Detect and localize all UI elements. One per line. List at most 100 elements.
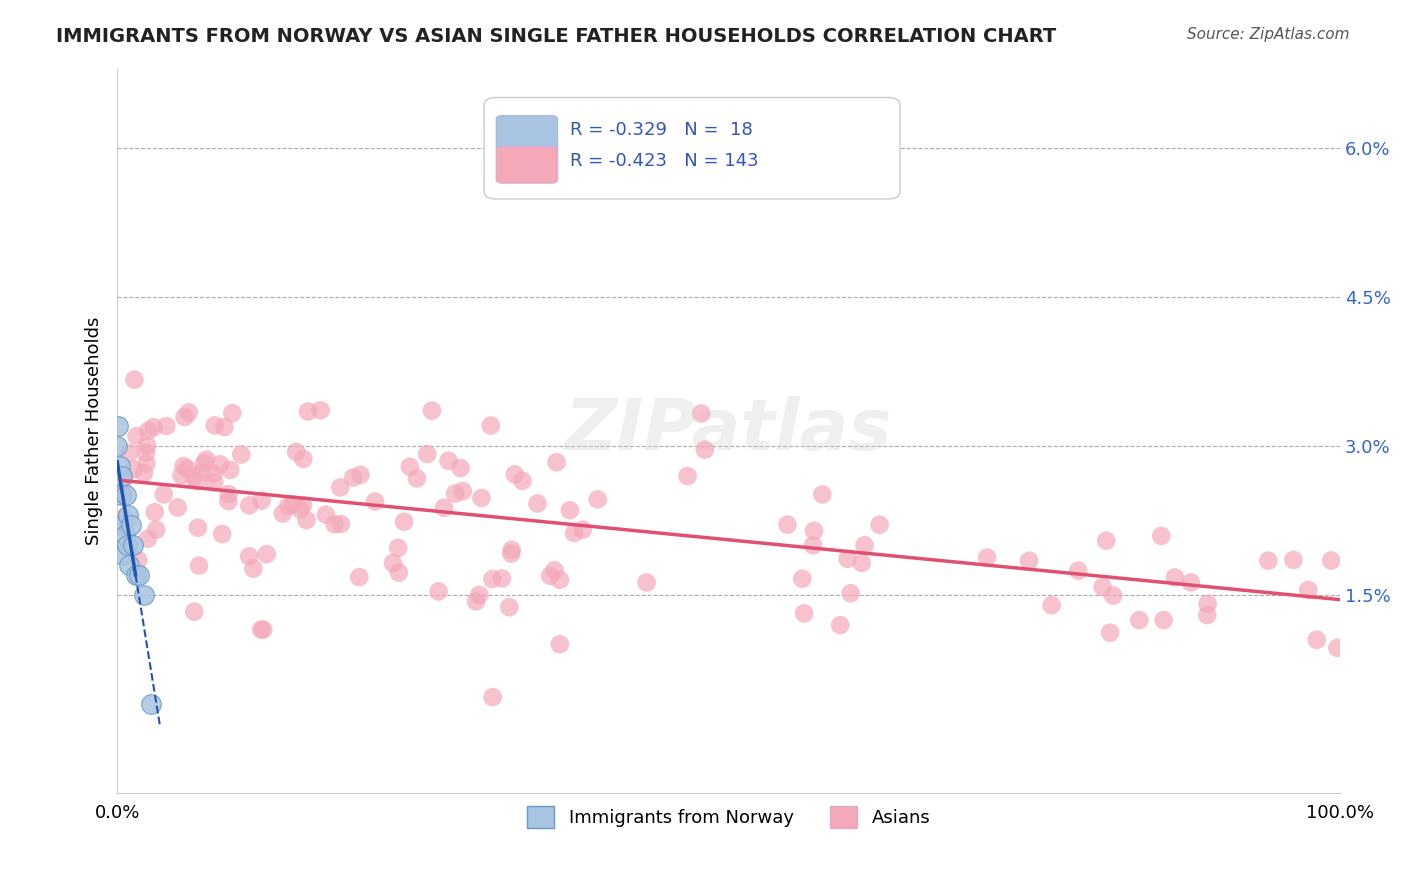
- Asians: [1257, 554, 1279, 568]
- Asians: [142, 420, 165, 434]
- Asians: [183, 605, 205, 619]
- Asians: [420, 403, 443, 417]
- Asians: [512, 474, 534, 488]
- Asians: [202, 475, 225, 490]
- Asians: [690, 407, 713, 421]
- Asians: [288, 502, 311, 516]
- Asians: [444, 486, 467, 500]
- Asians: [636, 575, 658, 590]
- Asians: [479, 418, 502, 433]
- Asians: [558, 503, 581, 517]
- Asians: [546, 455, 568, 469]
- Asians: [166, 500, 188, 515]
- Asians: [851, 556, 873, 570]
- Asians: [271, 507, 294, 521]
- Asians: [342, 470, 364, 484]
- Immigrants from Norway: [111, 518, 134, 533]
- Asians: [217, 494, 239, 508]
- Asians: [387, 541, 409, 555]
- Asians: [152, 487, 174, 501]
- Immigrants from Norway: [114, 528, 136, 542]
- Asians: [562, 526, 585, 541]
- Asians: [1282, 553, 1305, 567]
- Asians: [112, 510, 135, 524]
- Asians: [136, 438, 159, 452]
- Asians: [801, 538, 824, 552]
- Asians: [1040, 598, 1063, 612]
- Asians: [416, 447, 439, 461]
- Asians: [1180, 575, 1202, 590]
- Asians: [481, 690, 503, 705]
- Asians: [548, 573, 571, 587]
- Asians: [309, 403, 332, 417]
- Asians: [218, 487, 240, 501]
- Immigrants from Norway: [132, 588, 155, 602]
- Asians: [869, 517, 891, 532]
- Asians: [211, 527, 233, 541]
- Asians: [187, 521, 209, 535]
- FancyBboxPatch shape: [484, 97, 900, 199]
- Asians: [188, 558, 211, 573]
- Asians: [292, 451, 315, 466]
- Asians: [1095, 533, 1118, 548]
- Asians: [323, 517, 346, 532]
- Asians: [155, 419, 177, 434]
- Asians: [135, 445, 157, 459]
- Asians: [1298, 582, 1320, 597]
- FancyBboxPatch shape: [496, 147, 558, 183]
- Asians: [381, 556, 404, 570]
- Asians: [450, 461, 472, 475]
- Asians: [837, 551, 859, 566]
- Asians: [195, 452, 218, 467]
- Asians: [1164, 570, 1187, 584]
- Asians: [173, 459, 195, 474]
- Text: ZIPatlas: ZIPatlas: [565, 396, 893, 466]
- Immigrants from Norway: [124, 568, 146, 582]
- Asians: [491, 571, 513, 585]
- Asians: [214, 420, 236, 434]
- Asians: [437, 454, 460, 468]
- Asians: [112, 474, 135, 488]
- Asians: [295, 513, 318, 527]
- Text: R = -0.329   N =  18: R = -0.329 N = 18: [569, 121, 752, 139]
- Immigrants from Norway: [111, 468, 134, 483]
- Asians: [1018, 554, 1040, 568]
- Asians: [283, 498, 305, 512]
- Immigrants from Norway: [105, 439, 128, 453]
- Asians: [465, 594, 488, 608]
- Asians: [204, 418, 226, 433]
- Asians: [127, 553, 149, 567]
- Asians: [839, 586, 862, 600]
- Asians: [481, 572, 503, 586]
- Asians: [297, 404, 319, 418]
- Asians: [501, 542, 523, 557]
- Asians: [191, 465, 214, 479]
- Asians: [112, 488, 135, 502]
- Asians: [242, 562, 264, 576]
- Asians: [853, 538, 876, 552]
- Asians: [250, 493, 273, 508]
- Asians: [388, 566, 411, 580]
- Asians: [571, 523, 593, 537]
- Asians: [392, 515, 415, 529]
- Immigrants from Norway: [128, 568, 150, 582]
- Asians: [132, 466, 155, 480]
- Asians: [252, 623, 274, 637]
- Asians: [1091, 580, 1114, 594]
- Asians: [501, 547, 523, 561]
- Asians: [193, 456, 215, 470]
- Asians: [219, 463, 242, 477]
- Asians: [498, 600, 520, 615]
- Asians: [221, 406, 243, 420]
- Asians: [250, 623, 273, 637]
- Immigrants from Norway: [118, 558, 141, 572]
- Asians: [1102, 589, 1125, 603]
- Asians: [277, 499, 299, 513]
- Asians: [776, 161, 799, 175]
- Asians: [329, 480, 352, 494]
- Asians: [468, 588, 491, 602]
- Immigrants from Norway: [117, 508, 139, 523]
- Asians: [526, 496, 548, 510]
- Asians: [792, 572, 814, 586]
- Immigrants from Norway: [141, 697, 163, 711]
